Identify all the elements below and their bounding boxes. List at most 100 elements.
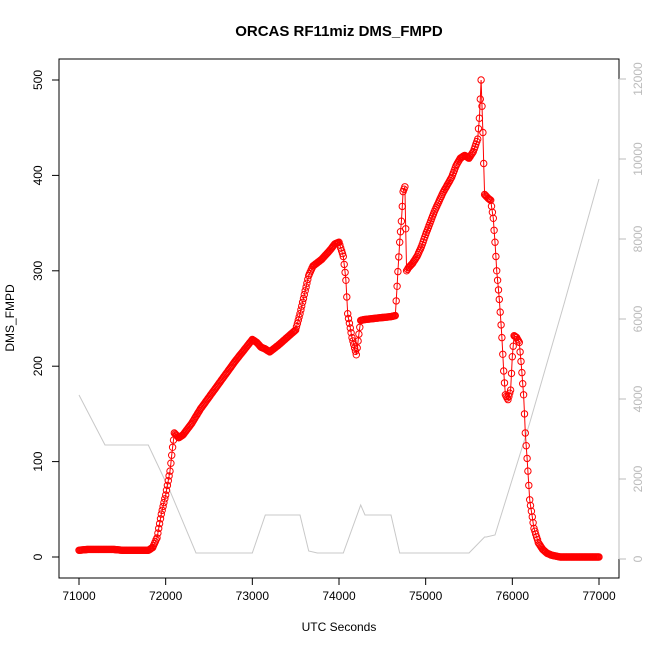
- dms-point: [350, 344, 359, 352]
- dms-point: [485, 195, 493, 203]
- x-tick-label: 77000: [582, 589, 616, 603]
- dms-point: [356, 323, 364, 331]
- y-tick-label: 400: [31, 165, 45, 185]
- dms-point: [498, 333, 506, 342]
- dms-point: [301, 287, 309, 295]
- dms-point: [351, 347, 360, 355]
- dms-point: [474, 125, 483, 133]
- dms-point: [491, 238, 499, 246]
- dms-point: [526, 501, 535, 510]
- y2-tick-label: 12000: [631, 62, 645, 96]
- dms-point: [289, 328, 297, 336]
- dms-point: [517, 357, 525, 366]
- dms-point: [392, 297, 400, 305]
- dms-point: [514, 337, 523, 345]
- dms-point: [520, 410, 529, 418]
- dms-point: [525, 481, 533, 490]
- dms-point: [161, 495, 169, 503]
- dms-point: [353, 344, 361, 352]
- dms-point: [168, 443, 177, 451]
- dms-point: [395, 253, 403, 261]
- x-tick-label: 73000: [236, 589, 270, 603]
- dms-point: [296, 310, 304, 318]
- x-tick-label: 74000: [322, 589, 356, 603]
- dms-point: [519, 391, 528, 399]
- dms-point: [495, 295, 503, 304]
- x-tick-label: 75000: [409, 589, 443, 603]
- dms-point: [468, 149, 477, 157]
- dms-point: [401, 183, 409, 191]
- dms-point: [595, 553, 603, 561]
- dms-point: [157, 510, 166, 518]
- dms-point: [347, 329, 355, 337]
- dms-point: [168, 451, 176, 459]
- dms-point: [344, 310, 352, 318]
- dms-point: [298, 298, 307, 306]
- dms-point: [522, 442, 530, 450]
- dms-point: [343, 293, 351, 301]
- x-axis: 71000 72000 73000 74000 75000 76000 77000: [62, 577, 616, 603]
- y-axis-left: 0 100 200 300 400 500: [31, 70, 60, 560]
- dms-point: [506, 389, 514, 397]
- dms-point: [295, 313, 303, 321]
- x-axis-label: UTC Seconds: [302, 620, 377, 634]
- dms-point: [396, 238, 404, 246]
- y2-tick-label: 2000: [631, 465, 645, 492]
- dms-point: [155, 519, 164, 528]
- dms-point: [298, 302, 306, 310]
- dms-point: [402, 225, 410, 233]
- dms-point: [165, 472, 173, 480]
- dms-point: [291, 327, 299, 335]
- y-tick-label: 200: [31, 356, 45, 376]
- dms-point: [477, 76, 485, 84]
- dms-point: [479, 128, 487, 137]
- dms-point: [342, 276, 350, 284]
- dms-series: [75, 76, 603, 561]
- dms-point: [512, 333, 520, 341]
- dms-point: [493, 267, 501, 275]
- dms-point: [496, 308, 504, 316]
- dms-point: [518, 368, 526, 377]
- dms-point: [394, 267, 402, 276]
- dms-point: [474, 135, 482, 143]
- dms-point: [508, 353, 516, 361]
- dms-point: [339, 252, 347, 261]
- dms-line: [78, 79, 599, 558]
- dms-point: [500, 379, 509, 387]
- dms-point: [338, 249, 347, 258]
- dms-point: [293, 319, 302, 328]
- y-axis-right: 0 2000 4000 6000 8000 10000 12000: [618, 62, 645, 562]
- dms-point: [354, 337, 362, 345]
- dms-point: [163, 481, 172, 490]
- dms-point: [348, 333, 356, 342]
- dms-point: [521, 429, 529, 437]
- dms-point: [478, 102, 486, 110]
- dms-point: [154, 529, 162, 537]
- dms-point: [352, 351, 360, 359]
- dms-point: [340, 260, 348, 269]
- dms-point: [507, 369, 516, 378]
- dms-point: [493, 276, 502, 284]
- y2-tick-label: 6000: [631, 305, 645, 332]
- y-tick-label: 0: [31, 553, 45, 560]
- dms-point: [303, 279, 311, 287]
- chart-title: ORCAS RF11miz DMS_FMPD: [235, 23, 443, 40]
- dms-point: [527, 507, 536, 515]
- y2-tick-label: 10000: [631, 142, 645, 176]
- dms-point: [486, 195, 494, 204]
- x-tick-label: 72000: [149, 589, 183, 603]
- plot-frame: [58, 58, 620, 579]
- dms-point: [299, 294, 308, 303]
- y-tick-label: 100: [31, 451, 45, 471]
- dms-point: [349, 337, 357, 345]
- y2-tick-label: 0: [631, 555, 645, 562]
- dms-point: [393, 282, 401, 290]
- dms-point: [529, 519, 537, 527]
- dms-point: [345, 319, 354, 327]
- dms-point: [490, 226, 498, 235]
- dms-point: [489, 214, 497, 223]
- dms-point: [476, 95, 484, 103]
- dms-point: [497, 321, 505, 329]
- y2-tick-label: 4000: [631, 385, 645, 412]
